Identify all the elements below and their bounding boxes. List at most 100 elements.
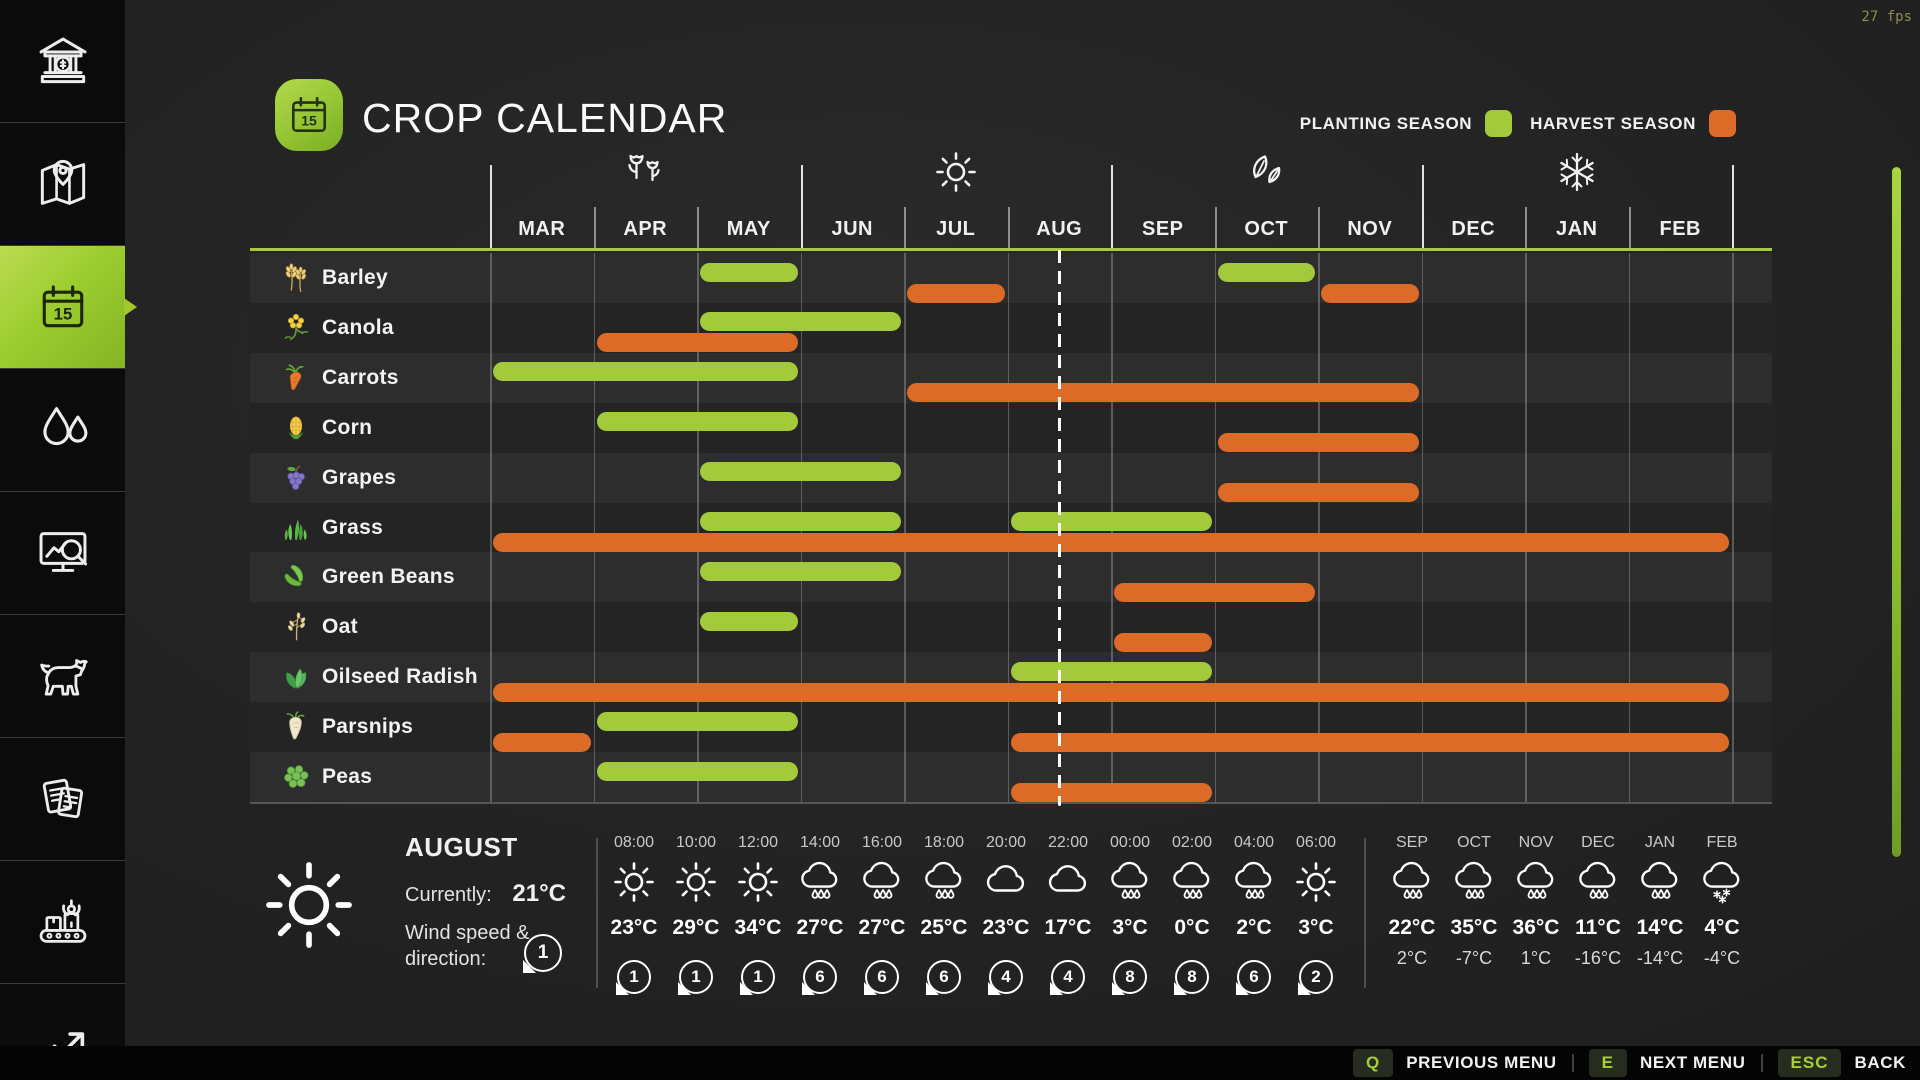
sidebar: 15 [0, 0, 137, 1080]
crop-row [250, 452, 1772, 503]
hourly-forecast-column: 14:00 27°C 6 [789, 828, 851, 1013]
forecast-low-temperature: 2°C [1396, 948, 1428, 968]
scrollbar[interactable] [1892, 167, 1901, 857]
snow-icon [1698, 858, 1746, 906]
month-gridline [697, 253, 699, 802]
monthly-forecast-column: OCT 35°C -7°C [1443, 828, 1505, 1013]
rain-icon [1388, 858, 1436, 906]
forecast-high-temperature: 14°C [1636, 916, 1684, 939]
carrots-icon [280, 362, 312, 394]
forecast-temperature: 27°C [796, 916, 844, 939]
sidebar-item-prices[interactable] [0, 492, 125, 615]
sidebar-item-crop-calendar[interactable]: 15 [0, 246, 137, 369]
sidebar-item-animals[interactable] [0, 615, 125, 738]
sidebar-item-contracts[interactable] [0, 738, 125, 861]
wind-direction-badge: 8 [1112, 960, 1147, 995]
month-tick [1525, 207, 1527, 250]
wind-direction-badge: 1 [740, 960, 775, 995]
oilseed-radish-icon [280, 661, 312, 693]
sidebar-item-map[interactable] [0, 123, 125, 246]
wind-speed-value: 8 [1187, 967, 1197, 986]
planting-bar [1010, 661, 1212, 681]
sun-icon [1292, 858, 1340, 906]
current-temperature: 21°C [512, 880, 566, 907]
key-hint-previous-menu[interactable]: Q PREVIOUS MENU [1352, 1049, 1557, 1077]
wind-direction-badge: 4 [1050, 960, 1085, 995]
month-tick [1318, 207, 1320, 250]
legend-harvest-label: HARVEST SEASON [1530, 113, 1696, 133]
planting-bar [700, 462, 901, 482]
finances-icon [32, 30, 94, 92]
forecast-high-temperature: 4°C [1704, 916, 1740, 939]
crop-name: Carrots [322, 365, 399, 389]
svg-text:15: 15 [301, 112, 317, 128]
forecast-low-temperature: -7°C [1455, 948, 1493, 968]
month-gridline [1421, 253, 1423, 802]
wind-direction-badge: 8 [1174, 960, 1209, 995]
fps-counter: 27 fps [1861, 9, 1912, 25]
forecast-high-temperature: 35°C [1450, 916, 1498, 939]
crop-name: Parsnips [322, 715, 414, 739]
spring-icon [621, 148, 669, 196]
rain-icon [1574, 858, 1622, 906]
hourly-forecast-column: 12:00 34°C 1 [727, 828, 789, 1013]
wind-direction-badge: 6 [864, 960, 899, 995]
peas-icon [280, 761, 312, 793]
planting-bar [1217, 262, 1315, 282]
month-label-may: MAY [726, 217, 771, 240]
month-tick [593, 207, 596, 250]
planting-bar [700, 262, 798, 282]
hint-separator [1571, 1054, 1574, 1072]
sidebar-item-soil-moisture[interactable] [0, 369, 125, 492]
month-gridline [593, 253, 595, 802]
forecast-time: 12:00 [737, 834, 779, 851]
wind-direction-badge: 6 [926, 960, 961, 995]
key-hint-label: BACK [1854, 1053, 1906, 1072]
forecast-wind: 4 [975, 960, 1037, 995]
monthly-forecast-column: DEC 11°C -16°C [1567, 828, 1629, 1013]
sun-icon [672, 858, 720, 906]
month-gridline [1007, 253, 1009, 802]
chart-bottom-border [250, 802, 1772, 804]
crop-name: Grass [322, 515, 384, 539]
sidebar-item-production[interactable] [0, 861, 125, 984]
crop-name: Peas [322, 765, 373, 789]
wind-direction-badge: 6 [1236, 960, 1271, 995]
forecast-time: 18:00 [923, 834, 965, 851]
forecast-wind: 1 [665, 960, 727, 995]
month-gridline [1318, 253, 1320, 802]
month-label-feb: FEB [1659, 217, 1701, 240]
planting-bar [1010, 512, 1212, 532]
key-hint-next-menu[interactable]: E NEXT MENU [1588, 1049, 1746, 1077]
current-weather-sun-icon [257, 853, 361, 957]
monthly-forecast-column: NOV 36°C 1°C [1505, 828, 1567, 1013]
forecast-temperature: 3°C [1298, 916, 1334, 939]
crop-name: Barley [322, 266, 389, 289]
prices-icon [32, 522, 94, 584]
month-label-sep: SEP [1141, 217, 1184, 240]
forecast-wind: 8 [1161, 960, 1223, 995]
planting-bar [493, 362, 798, 382]
wind-direction-badge: 2 [1298, 960, 1333, 995]
hourly-forecast-column: 18:00 25°C 6 [913, 828, 975, 1013]
forecast-temperature: 2°C [1236, 916, 1272, 939]
forecast-low-temperature: 1°C [1520, 948, 1552, 968]
forecast-temperature: 17°C [1044, 916, 1092, 939]
crop-row [250, 253, 1772, 303]
hourly-forecast-column: 00:00 3°C 8 [1099, 828, 1161, 1013]
forecast-high-temperature: 22°C [1388, 916, 1436, 939]
month-label-aug: AUG [1036, 217, 1083, 240]
harvest-swatch [1709, 110, 1736, 137]
key-hint-back[interactable]: ESC BACK [1777, 1049, 1906, 1077]
month-label-jun: JUN [831, 217, 873, 240]
planting-bar [596, 412, 798, 432]
key-badge: E [1588, 1049, 1627, 1077]
sidebar-item-finances[interactable] [0, 0, 125, 123]
forecast-temperature: 0°C [1174, 916, 1210, 939]
forecast-wind: 1 [727, 960, 789, 995]
forecast-wind: 4 [1037, 960, 1099, 995]
hourly-forecast-column: 08:00 23°C 1 [603, 828, 665, 1013]
forecast-time: 22:00 [1047, 834, 1089, 851]
season-divider [490, 165, 492, 250]
